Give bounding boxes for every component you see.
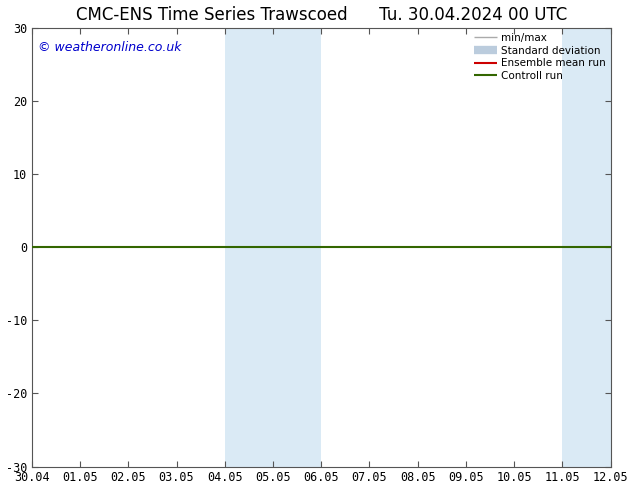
Title: CMC-ENS Time Series Trawscoed      Tu. 30.04.2024 00 UTC: CMC-ENS Time Series Trawscoed Tu. 30.04.…: [75, 5, 567, 24]
Bar: [562, 28, 611, 466]
Text: © weatheronline.co.uk: © weatheronline.co.uk: [37, 41, 181, 54]
Bar: [224, 28, 273, 466]
Bar: [273, 28, 321, 466]
Legend: min/max, Standard deviation, Ensemble mean run, Controll run: min/max, Standard deviation, Ensemble me…: [472, 31, 607, 83]
